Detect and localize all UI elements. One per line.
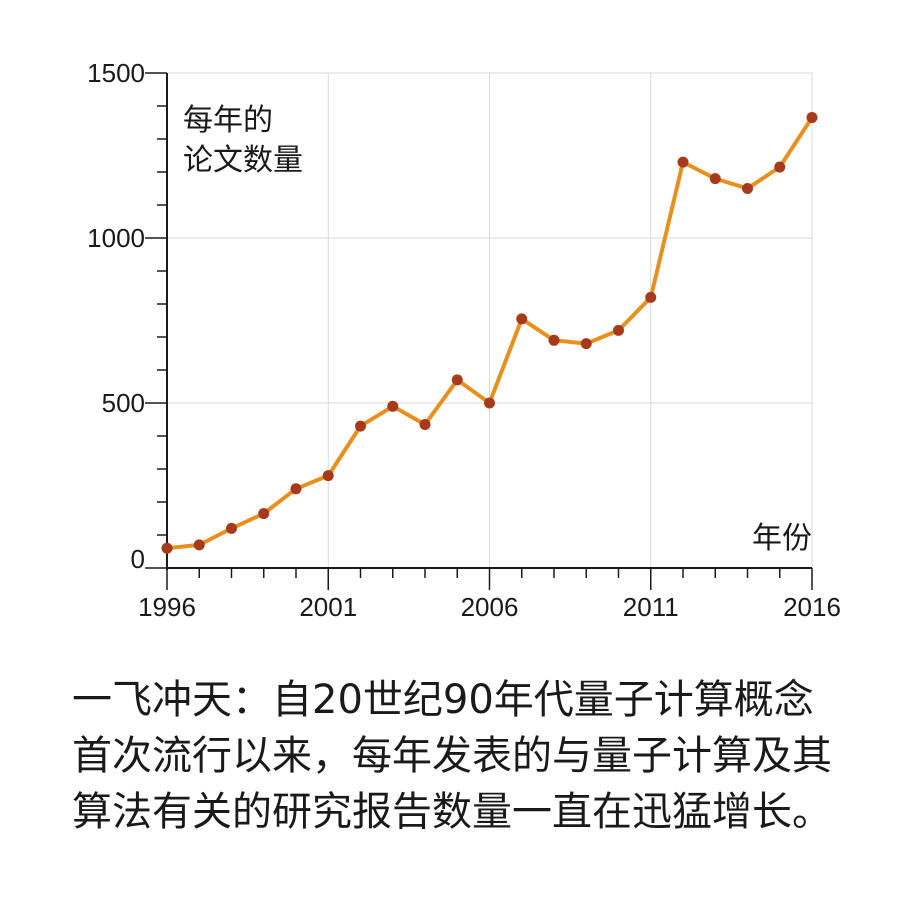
data-point — [613, 324, 624, 336]
chart: 0 500 1000 1500 1996 2001 2006 2011 2016 每年的论文数量年… — [87, 58, 841, 622]
data-point — [193, 539, 205, 551]
grid — [167, 72, 813, 568]
x-axis-label: 年份 — [752, 521, 812, 556]
x-tick-label: 1996 — [138, 592, 196, 622]
data-point — [161, 542, 173, 554]
data-point — [806, 112, 818, 124]
data-point — [484, 397, 495, 409]
data-point — [258, 508, 270, 520]
series-markers — [161, 112, 818, 554]
y-tick-label: 1000 — [87, 223, 145, 253]
data-point — [451, 374, 463, 386]
x-tick-label: 2011 — [623, 592, 679, 622]
data-point — [387, 400, 399, 412]
caption: 一飞冲天：自20世纪90年代量子计算概念 首次流行以来，每年发表的与量子计算及其… — [72, 672, 872, 840]
y-axis-label: 每年的论文数量 — [183, 103, 303, 178]
y-tick-label: 1500 — [87, 58, 145, 88]
data-point — [322, 470, 334, 482]
caption-line: 首次流行以来，每年发表的与量子计算及其 — [72, 733, 832, 779]
x-tick-label: 2006 — [461, 592, 519, 622]
y-axis-label-line: 论文数量 — [183, 143, 303, 178]
data-point — [580, 338, 592, 350]
x-tick-label: 2016 — [783, 592, 841, 622]
data-point — [226, 522, 237, 534]
caption-line: 一飞冲天：自20世纪90年代量子计算概念 — [72, 677, 814, 723]
data-point — [774, 161, 786, 173]
data-point — [290, 483, 302, 495]
data-point — [548, 334, 560, 346]
data-point — [516, 313, 528, 325]
y-tick-label: 500 — [102, 388, 145, 418]
data-point — [355, 420, 366, 432]
x-tick-label: 2001 — [299, 592, 357, 622]
data-point — [677, 156, 689, 168]
data-point — [742, 183, 753, 194]
data-point — [645, 291, 657, 303]
labels: 0 500 1000 1500 1996 2001 2006 2011 2016 每年的论文数量年… — [87, 58, 841, 622]
data-point — [709, 173, 721, 185]
data-point — [419, 418, 431, 430]
axes — [145, 72, 813, 590]
y-axis-label-line: 每年的 — [183, 103, 273, 138]
y-tick-label: 0 — [131, 544, 145, 574]
caption-line: 算法有关的研究报告数量一直在迅猛增长。 — [72, 789, 832, 835]
